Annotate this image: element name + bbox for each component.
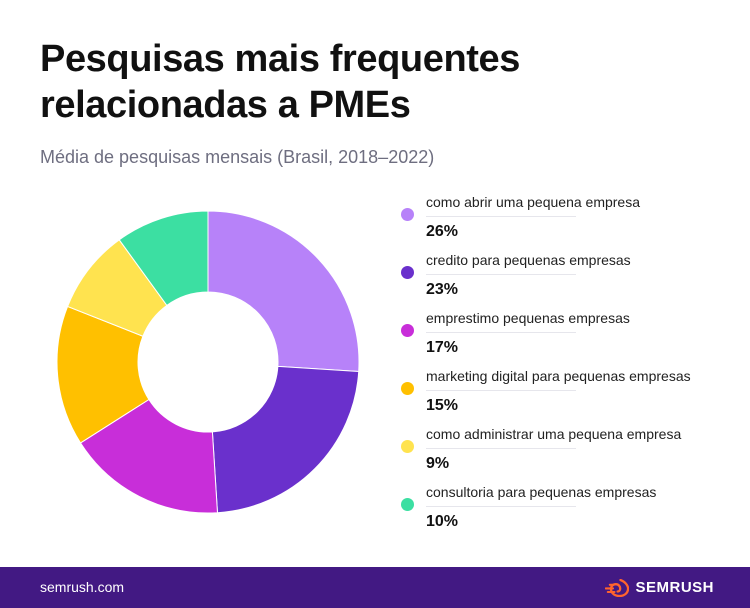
donut-slice-1 xyxy=(207,210,360,373)
chart-title: Pesquisas mais frequentes relacionadas a… xyxy=(40,36,720,128)
legend-swatch xyxy=(401,498,414,511)
semrush-fire-icon xyxy=(605,579,630,597)
legend-item: credito para pequenas empresas 23% xyxy=(401,249,731,307)
chart-legend: como abrir uma pequena empresa 26% credito… xyxy=(401,191,731,539)
donut-slice-6 xyxy=(118,210,209,307)
legend-label: consultoria para pequenas empresas xyxy=(426,484,657,500)
legend-divider xyxy=(426,332,576,333)
legend-label: como administrar uma pequena empresa xyxy=(426,426,682,442)
legend-divider xyxy=(426,506,576,507)
legend-label: marketing digital para pequenas empresas xyxy=(426,368,691,384)
legend-value: 10% xyxy=(426,513,459,530)
legend-value: 17% xyxy=(426,339,459,356)
legend-swatch xyxy=(401,266,414,279)
legend-label: como abrir uma pequena empresa xyxy=(426,194,641,210)
legend-swatch xyxy=(401,324,414,337)
legend-swatch xyxy=(401,208,414,221)
legend-label: emprestimo pequenas empresas xyxy=(426,310,630,326)
legend-swatch xyxy=(401,440,414,453)
legend-divider xyxy=(426,216,576,217)
brand-logo[interactable]: SEMRUSH xyxy=(605,578,714,598)
legend-divider xyxy=(426,448,576,449)
chart-title-line-1: Pesquisas mais frequentes xyxy=(40,38,520,80)
chart-subtitle: Média de pesquisas mensais (Brasil, 2018… xyxy=(40,147,435,167)
chart-title-line-2: relacionadas a PMEs xyxy=(40,84,411,126)
legend-label: credito para pequenas empresas xyxy=(426,252,631,268)
footer-bar: semrush.com SEMRUSH xyxy=(0,567,750,608)
donut-slice-2 xyxy=(211,365,360,514)
legend-value: 26% xyxy=(426,223,459,240)
legend-item: marketing digital para pequenas empresas… xyxy=(401,365,731,423)
footer-url[interactable]: semrush.com xyxy=(40,579,125,595)
legend-item: como abrir uma pequena empresa 26% xyxy=(401,191,731,249)
legend-value: 15% xyxy=(426,397,459,414)
legend-value: 9% xyxy=(426,455,450,472)
legend-item: como administrar uma pequena empresa 9% xyxy=(401,423,731,481)
legend-item: emprestimo pequenas empresas 17% xyxy=(401,307,731,365)
legend-item: consultoria para pequenas empresas 10% xyxy=(401,481,731,539)
legend-divider xyxy=(426,274,576,275)
legend-swatch xyxy=(401,382,414,395)
legend-divider xyxy=(426,390,576,391)
brand-name: SEMRUSH xyxy=(635,579,714,596)
donut-slice-3 xyxy=(79,398,219,514)
legend-value: 23% xyxy=(426,281,459,298)
